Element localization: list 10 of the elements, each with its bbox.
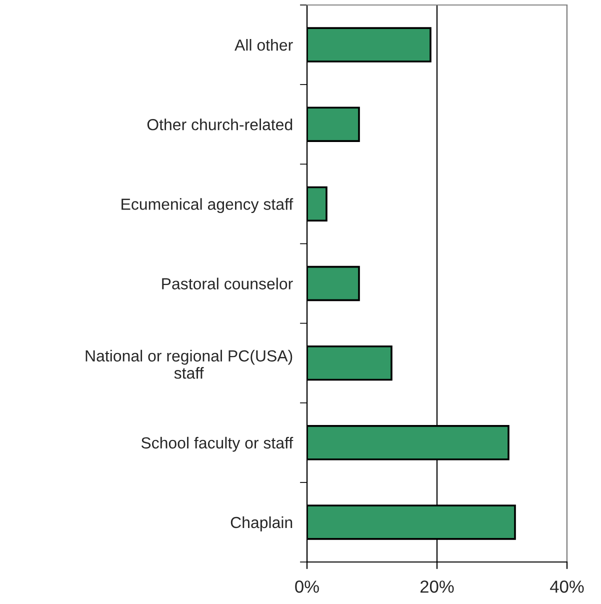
y-tick-label: Chaplain [230,516,292,532]
x-tick-label: 40% [550,580,584,593]
y-tick-label: School faculty or staff [141,436,294,452]
x-tick-label: 20% [420,580,454,593]
y-tick-label: Other church-related [147,118,292,130]
y-tick-label: Ecumenical agency staff [122,198,294,214]
y-tick-label: National or regional PC(USA) staff [86,350,292,379]
x-tick-label: 0% [295,580,319,593]
y-tick-label: All other [234,39,293,51]
y-tick-label: Pastoral counselor [162,278,293,290]
